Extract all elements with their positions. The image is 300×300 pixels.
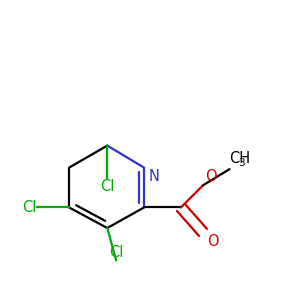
Text: O: O	[207, 234, 219, 249]
Text: N: N	[148, 169, 159, 184]
Text: Cl: Cl	[100, 179, 115, 194]
Text: CH: CH	[230, 151, 250, 166]
Text: Cl: Cl	[109, 245, 123, 260]
Text: Cl: Cl	[22, 200, 37, 215]
Text: O: O	[206, 169, 217, 184]
Text: 3: 3	[238, 158, 245, 168]
